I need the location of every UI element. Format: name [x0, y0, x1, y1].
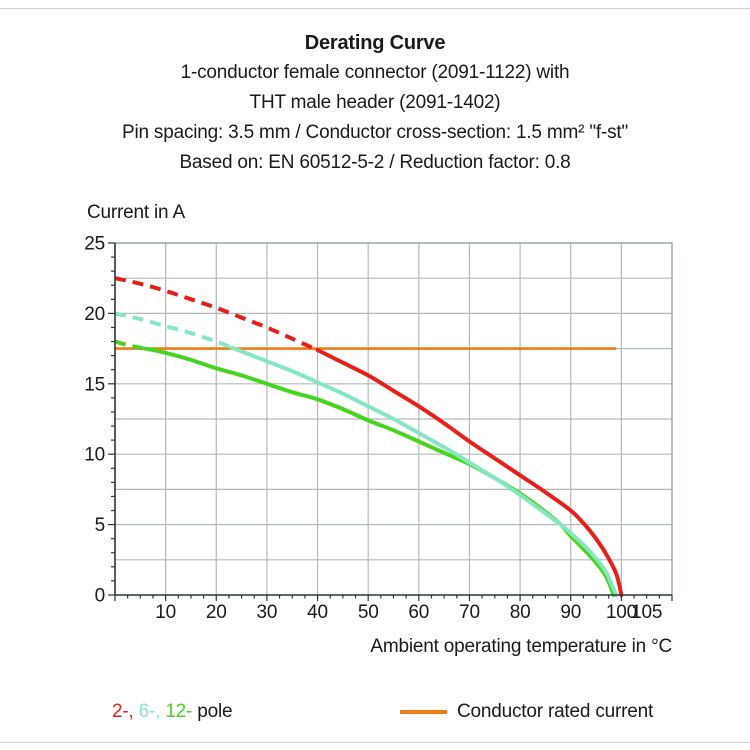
pole-legend-segment: pole [192, 701, 233, 722]
axis-ticks [108, 242, 673, 601]
plot-frame [115, 242, 673, 595]
svg-text:40: 40 [307, 602, 328, 623]
svg-text:105: 105 [631, 602, 662, 623]
svg-text:25: 25 [84, 234, 105, 255]
chart-subtitle-line-3: Pin spacing: 3.5 mm / Conductor cross-se… [121, 122, 628, 143]
rated-current-line-swatch [400, 710, 447, 714]
chart-subtitle-line-2: THT male header (2091-1402) [249, 92, 501, 113]
svg-text:5: 5 [95, 515, 105, 536]
series-12-pole [114, 339, 616, 597]
pole-legend-segment: 6-, [133, 701, 161, 722]
gridlines [115, 243, 672, 595]
svg-text:70: 70 [459, 602, 480, 623]
x-axis-title: Ambient operating temperature in °C [370, 636, 672, 657]
pole-legend-segment: 2-, [112, 701, 134, 722]
y-tick-labels: 0 5 10 15 20 25 [84, 234, 105, 607]
svg-text:10: 10 [84, 445, 105, 466]
svg-text:20: 20 [206, 602, 227, 623]
chart-subtitle-line-4: Based on: EN 60512-5-2 / Reduction facto… [179, 152, 571, 173]
top-divider [0, 8, 750, 9]
svg-text:15: 15 [84, 374, 105, 395]
pole-legend: 2-, 6-, 12- pole [112, 701, 233, 723]
svg-text:80: 80 [510, 602, 531, 623]
pole-legend-segment: 12- [160, 701, 193, 722]
chart-header: Derating Curve 1-conductor female connec… [0, 28, 750, 178]
rated-current-label: Conductor rated current [457, 701, 654, 722]
svg-text:10: 10 [155, 602, 176, 623]
svg-text:30: 30 [257, 602, 278, 623]
series-2-pole [114, 276, 624, 597]
y-axis-title: Current in A [87, 202, 185, 223]
svg-text:50: 50 [358, 602, 379, 623]
series-6-pole [114, 311, 619, 597]
chart-title: Derating Curve [304, 32, 446, 54]
rated-current-legend: Conductor rated current [400, 701, 653, 723]
svg-text:60: 60 [408, 602, 429, 623]
bottom-divider [0, 742, 750, 743]
svg-text:0: 0 [95, 586, 105, 607]
svg-text:20: 20 [84, 304, 105, 325]
svg-text:100: 100 [606, 602, 637, 623]
chart-subtitle-line-1: 1-conductor female connector (2091-1122)… [180, 62, 570, 83]
svg-text:90: 90 [560, 602, 581, 623]
